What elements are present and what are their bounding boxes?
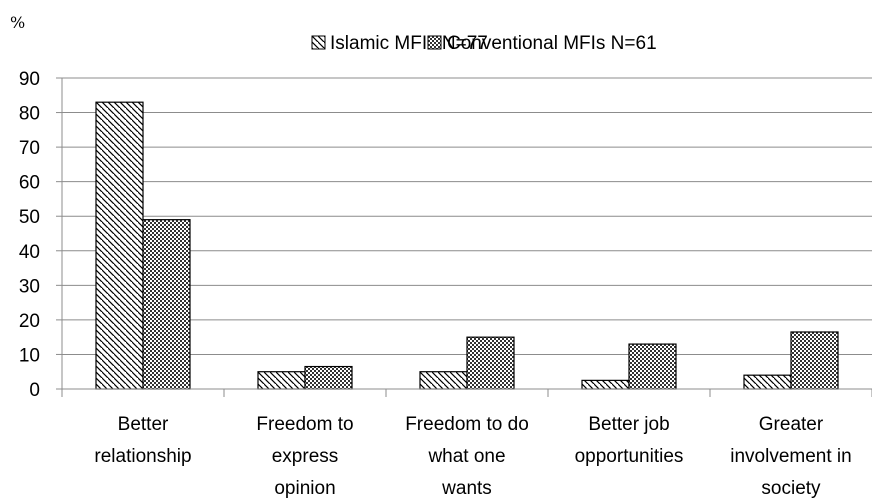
y-axis-ticks: 0 10 20 30 40 50 60 70 80 90 xyxy=(19,69,62,401)
y-tick-label: 20 xyxy=(19,311,40,332)
y-tick-label: 30 xyxy=(19,276,40,297)
x-category-label: Freedom to do what one wants xyxy=(405,414,529,499)
legend-label-islamic: Islamic MFIs N=77 xyxy=(330,33,488,54)
y-tick-label: 80 xyxy=(19,104,40,125)
x-category-label: Better job opportunities xyxy=(575,414,684,467)
x-category-label-line: involvement in xyxy=(730,446,851,467)
x-category-label: Freedom to express opinion xyxy=(256,414,353,499)
x-category-label-line: Freedom to do xyxy=(405,414,529,435)
legend-label-conventional: Conventional MFIs N=61 xyxy=(447,33,657,54)
bar-islamic-1 xyxy=(257,371,306,390)
x-category-label: Greater involvement in society xyxy=(730,414,851,499)
y-unit-label: % xyxy=(10,13,25,32)
bar-conventional-1 xyxy=(304,365,353,390)
x-category-label-line: Better xyxy=(118,414,169,435)
x-category-label-line: society xyxy=(761,478,821,499)
bar-islamic-3 xyxy=(581,379,630,390)
x-category-label-line: Freedom to xyxy=(256,414,353,435)
x-category-label-line: opinion xyxy=(274,478,335,499)
bar-conventional-3 xyxy=(628,343,677,390)
bar-islamic-4 xyxy=(743,374,792,390)
bar-islamic-0 xyxy=(95,101,144,390)
axes xyxy=(61,78,872,397)
x-category-label: Better relationship xyxy=(94,414,191,467)
x-axis-labels: Better relationship Freedom to express opini… xyxy=(94,414,851,499)
x-category-label-line: express xyxy=(272,446,339,467)
y-tick-label: 50 xyxy=(19,207,40,228)
x-category-label-line: what one xyxy=(427,446,505,467)
x-category-label-line: opportunities xyxy=(575,446,684,467)
legend: Islamic MFIs N=77 Conventional MFIs N=61 xyxy=(311,33,657,54)
y-tick-label: 70 xyxy=(19,138,40,159)
bar-islamic-2 xyxy=(419,371,468,390)
y-tick-label: 0 xyxy=(29,380,40,401)
bar-conventional-0 xyxy=(142,219,191,390)
bar-conventional-4 xyxy=(790,331,839,390)
y-tick-label: 90 xyxy=(19,69,40,90)
x-category-label-line: relationship xyxy=(94,446,191,467)
x-category-label-line: wants xyxy=(441,478,492,499)
y-tick-label: 40 xyxy=(19,242,40,263)
legend-swatch-islamic xyxy=(311,35,326,50)
bar-conventional-2 xyxy=(466,336,515,390)
legend-swatch-conventional xyxy=(427,35,442,50)
x-category-label-line: Greater xyxy=(759,414,824,435)
y-tick-label: 10 xyxy=(19,345,40,366)
bars xyxy=(95,101,839,390)
x-category-label-line: Better job xyxy=(588,414,669,435)
y-tick-label: 60 xyxy=(19,173,40,194)
